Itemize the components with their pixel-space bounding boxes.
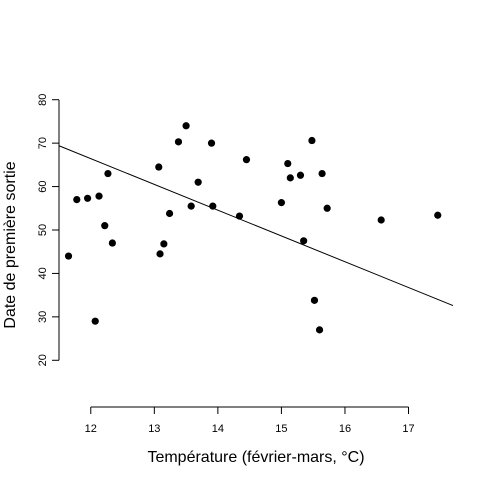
data-point [156,250,164,258]
data-point [284,159,292,168]
data-point [296,171,305,179]
data-point [209,202,217,210]
data-point [83,194,92,202]
y-tick-label: 80 [37,94,49,106]
data-point [101,222,109,230]
data-point [277,199,286,207]
x-tick-label: 15 [275,423,287,435]
data-point [318,169,326,178]
data-points [64,122,442,334]
data-point [286,174,294,182]
data-point [165,209,174,218]
data-point [108,239,116,247]
data-point [194,178,202,186]
y-tick-label: 60 [37,180,49,192]
data-point [64,252,73,260]
data-point [207,139,216,147]
x-tick-label: 16 [339,423,351,435]
y-tick-label: 70 [37,137,49,149]
x-tick-label: 12 [85,423,97,435]
data-point [308,136,316,145]
y-axis-title: Date de première sortie [2,161,19,328]
data-point [300,237,308,245]
y-tick-label: 40 [37,267,49,279]
data-point [91,317,99,325]
data-point [73,196,81,204]
data-point [182,122,190,130]
data-point [310,296,319,304]
data-point [377,216,385,224]
data-point [187,202,195,210]
y-tick-label: 50 [37,224,49,236]
y-tick-label: 20 [37,354,49,366]
data-point [104,169,112,178]
data-point [315,326,324,334]
data-point [235,212,244,220]
x-axis: 12 13 14 15 16 17 [85,406,415,435]
data-point [160,240,168,248]
x-axis-title: Température (février-mars, °C) [147,449,364,466]
x-tick-label: 14 [212,423,224,435]
data-point [155,163,163,171]
x-tick-label: 17 [402,423,414,435]
regression-line [58,145,454,307]
data-point [323,204,331,212]
x-tick-label: 13 [148,423,160,435]
data-point [242,156,251,164]
y-axis: 20 30 40 50 60 70 80 [37,94,60,366]
y-tick-label: 30 [37,311,49,323]
data-point [174,138,183,146]
data-point [434,211,442,219]
data-point [95,192,103,200]
